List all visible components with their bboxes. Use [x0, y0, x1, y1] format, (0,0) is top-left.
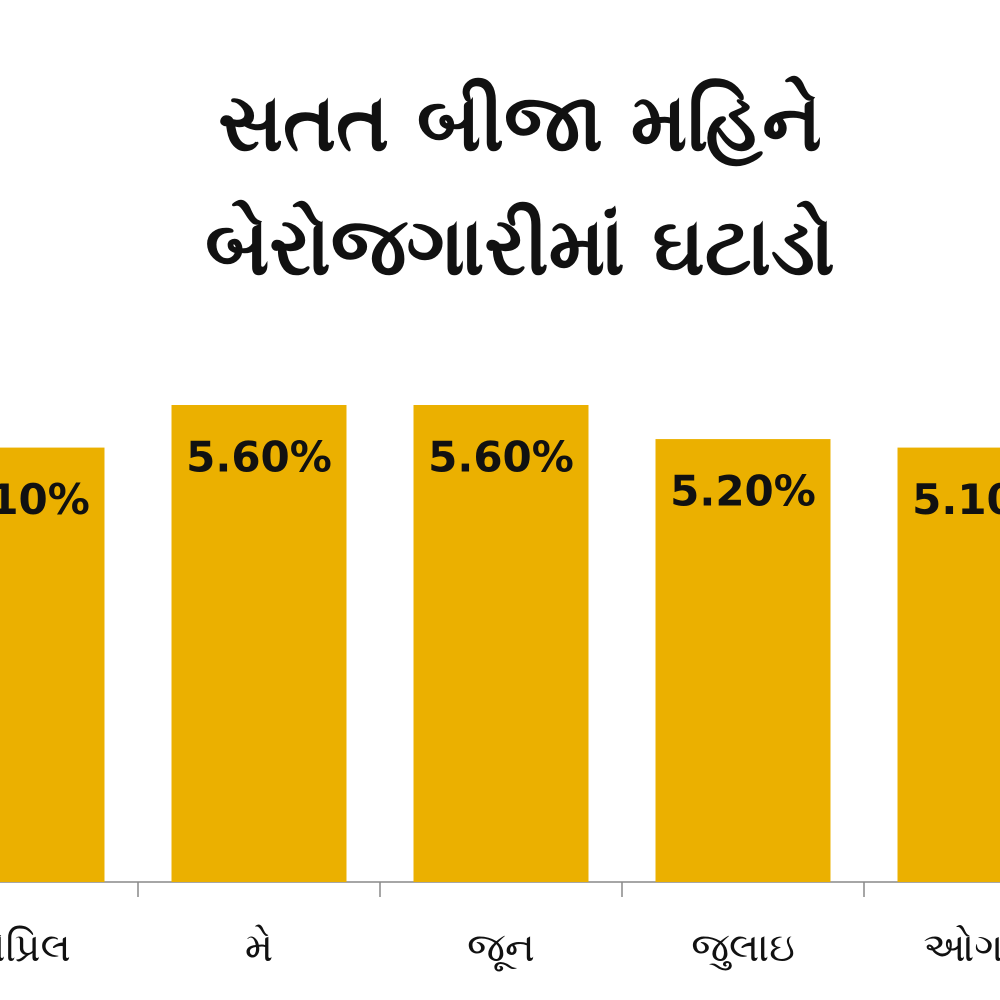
value-label: 5.60% [428, 433, 574, 482]
bar [655, 439, 831, 882]
bar [413, 405, 589, 882]
bar [897, 447, 1000, 882]
x-tick-label: મે [245, 925, 273, 971]
x-tick-label: ઓગસ્ટ [923, 925, 1000, 971]
chart-title: બેરોજગારીમાં ઘટાડો [205, 199, 835, 293]
value-label: 5.10% [912, 475, 1000, 524]
chart-title: સતત બીજા મહિને [218, 75, 822, 169]
value-label: 5.10% [0, 475, 90, 524]
bar [0, 447, 105, 882]
value-label: 5.20% [670, 467, 816, 516]
bar [171, 405, 347, 882]
x-tick-label: એપ્રિલ [0, 925, 71, 971]
x-tick-label: જૂન [467, 925, 535, 972]
value-label: 5.60% [186, 433, 332, 482]
x-tick-label: જુલાઇ [691, 925, 795, 971]
